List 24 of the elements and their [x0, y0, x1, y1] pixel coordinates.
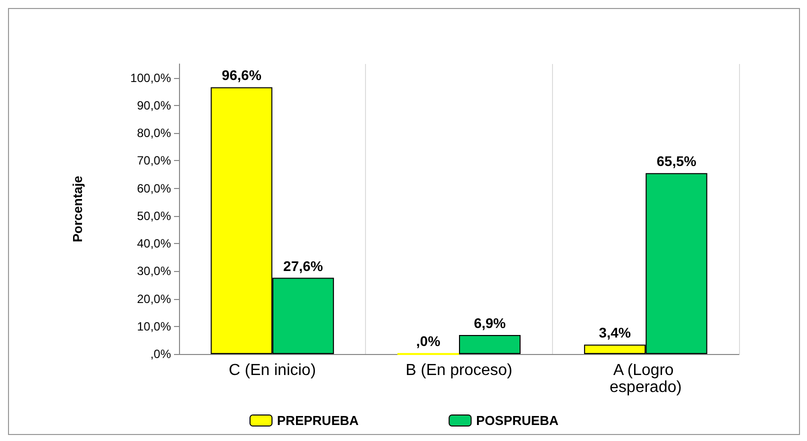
- y-tick-label: 80,0%: [136, 126, 172, 140]
- x-tick-label: C (En inicio): [228, 362, 316, 379]
- y-tick-label: ,0%: [150, 347, 172, 361]
- data-label: 96,6%: [222, 67, 262, 84]
- data-label: ,0%: [416, 333, 441, 349]
- y-tick-label: 50,0%: [136, 208, 172, 223]
- legend-label: POSPRUEBA: [476, 413, 560, 428]
- data-label: 3,4%: [598, 324, 632, 341]
- y-tick-label: 40,0%: [136, 236, 172, 251]
- x-tick-label: B (En proceso): [406, 362, 512, 379]
- y-tick-label: 100,0%: [130, 70, 172, 85]
- y-tick-label: 70,0%: [136, 154, 172, 168]
- y-tick-label: 20,0%: [136, 292, 172, 306]
- y-tick-label: 30,0%: [136, 264, 172, 278]
- y-tick-label: 10,0%: [136, 319, 172, 334]
- legend-label: PREPRUEBA: [277, 413, 360, 428]
- bar: [459, 334, 521, 354]
- y-tick-label: 90,0%: [136, 98, 172, 112]
- y-axis-title: Porcentaje: [70, 176, 85, 242]
- data-label: 6,9%: [474, 314, 506, 331]
- data-label: 27,6%: [283, 258, 324, 274]
- y-tick-label: 60,0%: [136, 181, 172, 196]
- data-label: 65,5%: [656, 153, 697, 170]
- x-tick-label: A (Logro esperado): [610, 362, 682, 396]
